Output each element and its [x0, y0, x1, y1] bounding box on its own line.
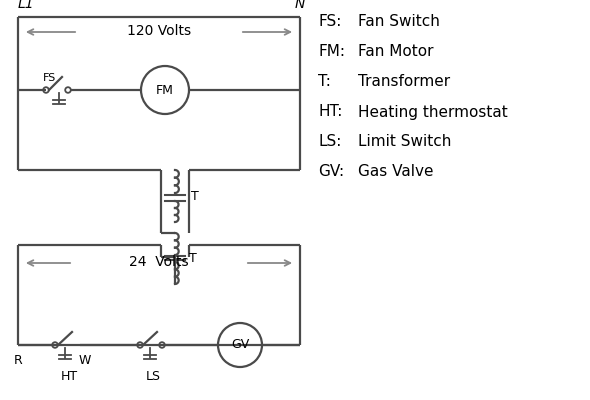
Text: FM: FM [156, 84, 174, 96]
Text: 24  Volts: 24 Volts [129, 255, 189, 269]
Text: T: T [189, 252, 196, 264]
Text: Heating thermostat: Heating thermostat [358, 104, 508, 120]
Text: Limit Switch: Limit Switch [358, 134, 451, 150]
Text: FM:: FM: [318, 44, 345, 60]
Text: R: R [14, 354, 22, 367]
Text: W: W [79, 354, 91, 367]
Text: GV: GV [231, 338, 249, 352]
Text: T:: T: [318, 74, 331, 90]
Text: HT: HT [61, 370, 78, 383]
Text: LS: LS [146, 370, 161, 383]
Text: Fan Motor: Fan Motor [358, 44, 434, 60]
Text: 120 Volts: 120 Volts [127, 24, 191, 38]
Text: FS: FS [43, 73, 56, 83]
Text: FS:: FS: [318, 14, 342, 30]
Text: HT:: HT: [318, 104, 342, 120]
Text: L1: L1 [18, 0, 35, 11]
Text: Transformer: Transformer [358, 74, 450, 90]
Text: GV:: GV: [318, 164, 344, 180]
Text: Gas Valve: Gas Valve [358, 164, 434, 180]
Text: Fan Switch: Fan Switch [358, 14, 440, 30]
Text: T: T [191, 190, 199, 204]
Text: LS:: LS: [318, 134, 342, 150]
Text: N: N [295, 0, 305, 11]
